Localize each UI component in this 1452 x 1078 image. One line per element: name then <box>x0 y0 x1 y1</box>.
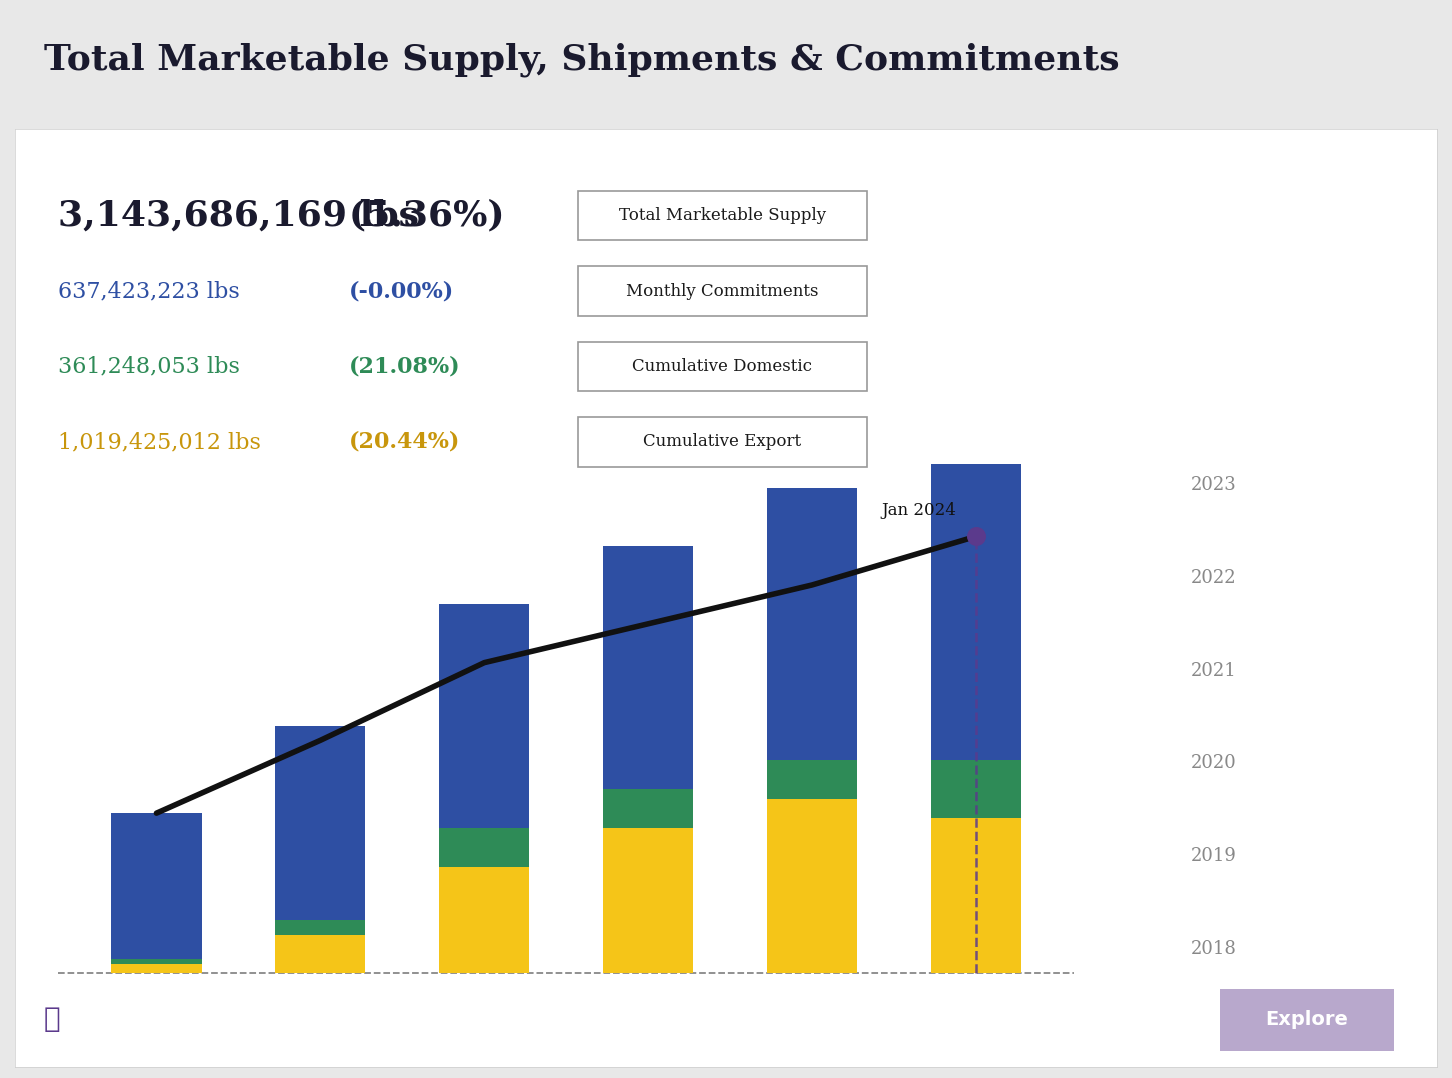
Text: 2019: 2019 <box>1191 847 1237 865</box>
Text: 1,019,425,012 lbs: 1,019,425,012 lbs <box>58 431 261 453</box>
Text: 361,248,053 lbs: 361,248,053 lbs <box>58 356 240 377</box>
Text: Total Marketable Supply, Shipments & Commitments: Total Marketable Supply, Shipments & Com… <box>44 42 1119 77</box>
Bar <box>276 920 366 935</box>
Text: Cumulative Export: Cumulative Export <box>643 433 802 451</box>
Bar <box>931 458 1021 760</box>
Bar <box>931 760 1021 818</box>
Bar <box>603 828 694 973</box>
Bar <box>440 605 530 828</box>
Text: Jan 2024: Jan 2024 <box>881 502 957 520</box>
Text: 637,423,223 lbs: 637,423,223 lbs <box>58 280 240 302</box>
Text: Total Marketable Supply: Total Marketable Supply <box>619 207 826 224</box>
Bar <box>112 958 202 964</box>
Text: 2021: 2021 <box>1191 662 1237 679</box>
Bar <box>767 760 857 799</box>
Text: Cumulative Domestic: Cumulative Domestic <box>633 358 812 375</box>
Bar <box>931 818 1021 973</box>
Text: 2018: 2018 <box>1191 940 1237 957</box>
Bar <box>767 488 857 760</box>
Bar <box>603 547 694 789</box>
Text: (5.36%): (5.36%) <box>348 198 505 233</box>
Bar <box>112 813 202 958</box>
Text: 3,143,686,169 lbs: 3,143,686,169 lbs <box>58 198 420 233</box>
Text: ⓘ: ⓘ <box>44 1005 60 1033</box>
Bar <box>440 828 530 867</box>
Text: 2023: 2023 <box>1191 476 1237 494</box>
Bar <box>276 935 366 973</box>
Bar <box>112 964 202 973</box>
Text: (-0.00%): (-0.00%) <box>348 280 453 302</box>
Text: 2022: 2022 <box>1191 569 1236 586</box>
Text: 2020: 2020 <box>1191 755 1237 772</box>
Text: Explore: Explore <box>1265 1010 1349 1029</box>
Point <box>964 528 987 545</box>
Text: (21.08%): (21.08%) <box>348 356 460 377</box>
Bar <box>276 725 366 920</box>
Text: (20.44%): (20.44%) <box>348 431 460 453</box>
Bar <box>767 799 857 973</box>
Bar <box>440 867 530 973</box>
Text: Monthly Commitments: Monthly Commitments <box>626 282 819 300</box>
Bar <box>603 789 694 828</box>
